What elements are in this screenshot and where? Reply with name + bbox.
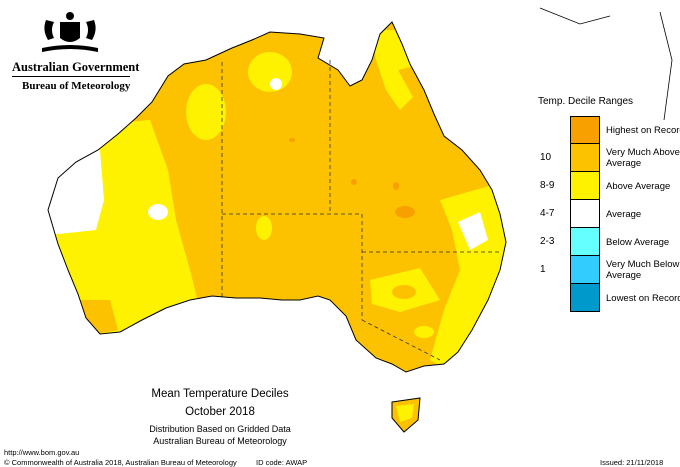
legend-label: Lowest on Record: [606, 292, 680, 304]
legend-label: Very Much Below Average: [606, 259, 680, 281]
footer-id-code: ID code: AWAP: [256, 458, 308, 467]
legend-item-lowest: Lowest on Record: [538, 284, 680, 312]
legend-label: Highest on Record: [606, 124, 680, 136]
legend-range: 2-3: [540, 236, 555, 247]
coat-of-arms-logo: [42, 12, 98, 52]
legend-range: [540, 116, 568, 144]
footer-url: http://www.bom.gov.au: [4, 448, 80, 457]
legend-label: Average: [606, 208, 642, 220]
legend-swatch-very-much-above: [570, 144, 600, 172]
legend-range: 10: [540, 152, 552, 163]
legend-label: Very Much Above Average: [606, 147, 680, 169]
legend-swatch-very-much-below: [570, 256, 600, 284]
government-title: Australian Government: [12, 60, 140, 74]
legend-item-very-much-above: 10 Very Much Above Average: [538, 144, 680, 172]
legend-label: Below Average: [606, 236, 670, 248]
bureau-title: Bureau of Meteorology: [22, 80, 131, 92]
legend-title: Temp. Decile Ranges: [538, 96, 634, 107]
legend-label: Above Average: [606, 180, 671, 192]
footer-issued: Issued: 21/11/2018: [600, 458, 664, 467]
legend-item-very-much-below: 1 Very Much Below Average: [538, 256, 680, 284]
legend-swatch-above: [570, 172, 600, 200]
legend-swatch-average: [570, 200, 600, 228]
legend-item-highest: Highest on Record: [538, 116, 680, 144]
legend-swatch-highest: [570, 116, 600, 144]
map-note-distribution: Distribution Based on Gridded Data: [149, 424, 291, 434]
legend-swatch-below: [570, 228, 600, 256]
map-title: Mean Temperature Deciles: [151, 388, 289, 400]
legend-item-average: 4-7 Average: [538, 200, 678, 228]
map-period: October 2018: [185, 406, 255, 418]
legend-item-below: 2-3 Below Average: [538, 228, 678, 256]
legend-item-above: 8-9 Above Average: [538, 172, 678, 200]
legend-swatch-lowest: [570, 284, 600, 312]
map-note-source: Australian Bureau of Meteorology: [153, 436, 287, 446]
legend-range: 1: [540, 264, 546, 275]
legend-range: 4-7: [540, 208, 555, 219]
legend-range: [540, 284, 568, 312]
legend-range: 8-9: [540, 180, 555, 191]
header-divider: [12, 76, 130, 77]
footer-copyright: © Commonwealth of Australia 2018, Austra…: [4, 458, 237, 467]
